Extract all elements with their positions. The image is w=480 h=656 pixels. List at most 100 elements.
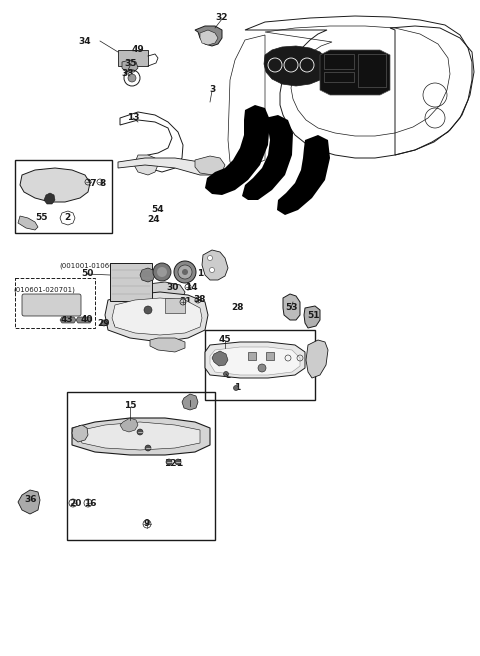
Text: 11: 11 bbox=[157, 270, 169, 279]
Bar bbox=[248, 352, 256, 360]
Text: 53: 53 bbox=[285, 302, 297, 312]
Text: 24: 24 bbox=[148, 216, 160, 224]
Text: (010601-020701): (010601-020701) bbox=[13, 287, 75, 293]
Polygon shape bbox=[112, 298, 202, 335]
Circle shape bbox=[137, 429, 143, 435]
Text: 3: 3 bbox=[209, 85, 215, 94]
Bar bbox=[266, 352, 274, 360]
Text: 4: 4 bbox=[149, 302, 155, 312]
Text: 52: 52 bbox=[184, 401, 196, 409]
Text: 1: 1 bbox=[176, 459, 182, 468]
Text: 28: 28 bbox=[231, 302, 243, 312]
Bar bbox=[205, 330, 315, 400]
Circle shape bbox=[153, 263, 171, 281]
Polygon shape bbox=[306, 340, 328, 378]
Circle shape bbox=[174, 261, 196, 283]
Polygon shape bbox=[205, 342, 305, 378]
Circle shape bbox=[224, 371, 228, 377]
Text: 50: 50 bbox=[81, 270, 93, 279]
Polygon shape bbox=[140, 268, 155, 282]
Polygon shape bbox=[195, 26, 222, 46]
Circle shape bbox=[182, 269, 188, 275]
Text: 49: 49 bbox=[132, 45, 144, 54]
Polygon shape bbox=[105, 292, 208, 342]
Text: 19: 19 bbox=[112, 319, 124, 327]
Polygon shape bbox=[182, 394, 198, 410]
Polygon shape bbox=[242, 115, 293, 200]
Text: 37: 37 bbox=[122, 319, 134, 327]
Polygon shape bbox=[195, 156, 225, 175]
Text: 45: 45 bbox=[219, 335, 231, 344]
Circle shape bbox=[123, 320, 129, 326]
Polygon shape bbox=[120, 418, 138, 432]
Text: 30: 30 bbox=[167, 283, 179, 293]
Bar bbox=[118, 50, 148, 66]
Circle shape bbox=[209, 268, 215, 272]
Bar bbox=[324, 54, 354, 69]
Text: 1: 1 bbox=[234, 384, 240, 392]
Text: 56: 56 bbox=[43, 192, 55, 201]
Bar bbox=[165, 298, 185, 313]
Polygon shape bbox=[118, 158, 215, 175]
Text: 48: 48 bbox=[285, 354, 297, 363]
Text: 32: 32 bbox=[216, 14, 228, 22]
Text: 15: 15 bbox=[124, 401, 136, 411]
Bar bbox=[358, 54, 386, 87]
Bar bbox=[15, 278, 95, 328]
Text: 41: 41 bbox=[141, 283, 153, 293]
Text: 43: 43 bbox=[60, 316, 73, 325]
Text: 25: 25 bbox=[273, 350, 285, 358]
Circle shape bbox=[144, 306, 152, 314]
Text: 54: 54 bbox=[152, 205, 164, 215]
Text: 16: 16 bbox=[84, 499, 96, 508]
Polygon shape bbox=[277, 135, 330, 215]
Circle shape bbox=[101, 320, 107, 326]
Text: 39: 39 bbox=[141, 270, 153, 279]
Text: 55: 55 bbox=[35, 213, 47, 222]
Text: 2: 2 bbox=[64, 213, 70, 222]
FancyBboxPatch shape bbox=[22, 294, 81, 316]
Polygon shape bbox=[18, 216, 38, 230]
Text: 35: 35 bbox=[125, 60, 137, 68]
Polygon shape bbox=[72, 418, 210, 455]
Text: 46: 46 bbox=[257, 363, 269, 373]
Polygon shape bbox=[72, 425, 88, 442]
Text: 38: 38 bbox=[194, 295, 206, 304]
Text: 22: 22 bbox=[121, 270, 133, 279]
Circle shape bbox=[178, 265, 192, 279]
Polygon shape bbox=[76, 317, 92, 323]
Text: 51: 51 bbox=[307, 312, 319, 321]
Text: 12: 12 bbox=[164, 459, 176, 468]
Circle shape bbox=[175, 459, 181, 465]
Text: 31: 31 bbox=[180, 298, 192, 306]
Bar bbox=[324, 72, 354, 82]
Text: 1: 1 bbox=[270, 352, 276, 361]
Polygon shape bbox=[80, 422, 200, 450]
Polygon shape bbox=[264, 46, 328, 86]
Text: 26: 26 bbox=[78, 426, 90, 434]
Text: 1: 1 bbox=[197, 270, 203, 279]
Text: 5: 5 bbox=[225, 371, 231, 380]
Polygon shape bbox=[320, 50, 390, 95]
Text: 20: 20 bbox=[69, 499, 81, 508]
Text: 27: 27 bbox=[84, 178, 97, 188]
Polygon shape bbox=[304, 306, 320, 328]
Circle shape bbox=[233, 386, 239, 390]
Polygon shape bbox=[136, 282, 185, 306]
Polygon shape bbox=[202, 250, 228, 280]
Polygon shape bbox=[60, 317, 76, 323]
Polygon shape bbox=[150, 338, 185, 352]
Text: 10: 10 bbox=[122, 424, 134, 432]
Polygon shape bbox=[210, 347, 300, 375]
Text: 7: 7 bbox=[139, 430, 145, 440]
Circle shape bbox=[114, 320, 120, 326]
Polygon shape bbox=[205, 105, 270, 195]
Text: 21: 21 bbox=[204, 255, 216, 264]
Circle shape bbox=[145, 445, 151, 451]
Text: 36: 36 bbox=[25, 495, 37, 504]
Text: 18: 18 bbox=[214, 354, 226, 363]
Bar bbox=[110, 263, 152, 301]
Text: 13: 13 bbox=[127, 112, 139, 121]
Bar bbox=[67, 392, 215, 540]
Text: 57: 57 bbox=[36, 178, 49, 188]
